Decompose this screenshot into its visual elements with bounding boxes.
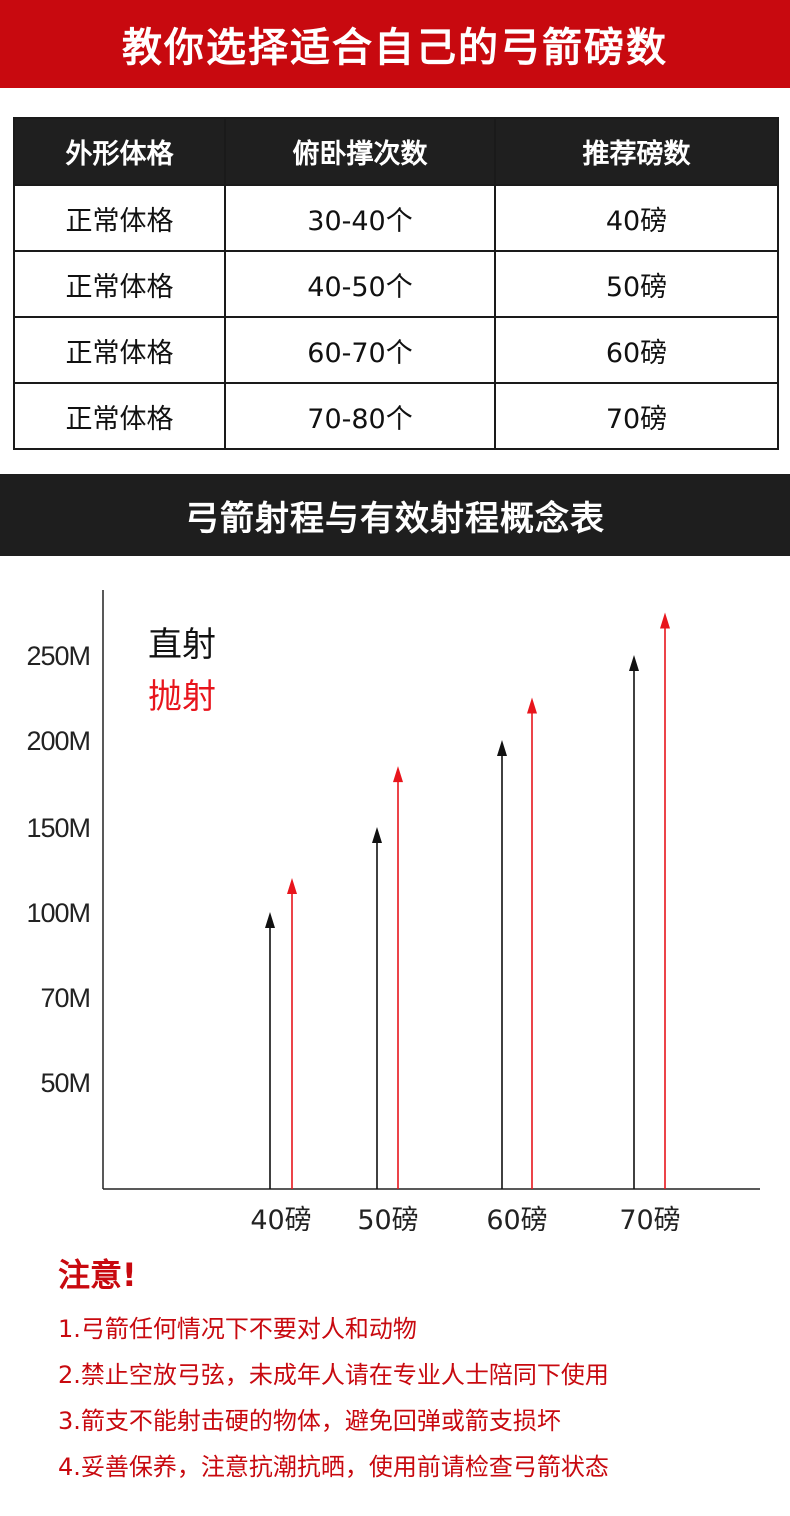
col-header-body-type: 外形体格: [13, 117, 226, 186]
cell-pushups: 40-50个: [224, 250, 496, 318]
cell-weight: 60磅: [494, 316, 779, 384]
notes-item: 1.弓箭任何情况下不要对人和动物: [58, 1315, 417, 1343]
cell-pushups: 30-40个: [224, 184, 496, 252]
arrow-head: [527, 697, 537, 714]
legend-entry: 直射: [148, 625, 216, 665]
page-header: 教你选择适合自己的弓箭磅数: [0, 0, 790, 88]
y-tick-label: 50M: [40, 1068, 90, 1098]
y-tick-label: 70M: [40, 983, 90, 1013]
y-tick-label: 200M: [26, 726, 90, 756]
notes-item: 2.禁止空放弓弦，未成年人请在专业人士陪同下使用: [58, 1361, 609, 1389]
col-header-recommended-weight: 推荐磅数: [494, 117, 779, 186]
table-row: 正常体格 30-40个 40磅: [13, 184, 779, 252]
y-tick-label: 250M: [26, 641, 90, 671]
cell-body-type: 正常体格: [13, 316, 226, 384]
x-tick-label: 50磅: [357, 1205, 418, 1236]
x-tick-label: 70磅: [619, 1205, 680, 1236]
arrow-head: [393, 766, 403, 783]
bow-weight-table: 外形体格 俯卧撑次数 推荐磅数 正常体格 30-40个 40磅 正常体格 40-…: [13, 117, 779, 450]
legend-entry: 抛射: [148, 677, 216, 717]
table-header-row: 外形体格 俯卧撑次数 推荐磅数: [13, 117, 779, 186]
col-header-pushups: 俯卧撑次数: [224, 117, 496, 186]
cell-body-type: 正常体格: [13, 250, 226, 318]
x-tick-label: 60磅: [486, 1205, 547, 1236]
cell-body-type: 正常体格: [13, 184, 226, 252]
cell-weight: 70磅: [494, 382, 779, 450]
y-tick-label: 150M: [26, 813, 90, 843]
notes-title: 注意!: [58, 1256, 137, 1294]
cell-body-type: 正常体格: [13, 382, 226, 450]
cell-weight: 40磅: [494, 184, 779, 252]
cell-pushups: 70-80个: [224, 382, 496, 450]
arrow-head: [629, 655, 639, 671]
table-row: 正常体格 40-50个 50磅: [13, 250, 779, 318]
section-title: 弓箭射程与有效射程概念表: [185, 498, 605, 539]
cell-weight: 50磅: [494, 250, 779, 318]
section-header: 弓箭射程与有效射程概念表: [0, 474, 790, 556]
arrow-head: [660, 612, 670, 629]
page-title: 教你选择适合自己的弓箭磅数: [122, 25, 668, 71]
table-row: 正常体格 70-80个 70磅: [13, 382, 779, 450]
arrow-head: [497, 740, 507, 756]
x-tick-label: 40磅: [250, 1205, 311, 1236]
arrow-head: [287, 878, 297, 894]
arrow-head: [372, 827, 382, 843]
y-tick-label: 100M: [26, 898, 90, 928]
notes-item: 4.妥善保养，注意抗潮抗晒，使用前请检查弓箭状态: [58, 1453, 609, 1481]
arrow-head: [265, 912, 275, 928]
notes-item: 3.箭支不能射击硬的物体，避免回弹或箭支损坏: [58, 1407, 561, 1435]
notes-panel: 注意! 1.弓箭任何情况下不要对人和动物 2.禁止空放弓弦，未成年人请在专业人士…: [58, 1250, 778, 1490]
table-row: 正常体格 60-70个 60磅: [13, 316, 779, 384]
cell-pushups: 60-70个: [224, 316, 496, 384]
